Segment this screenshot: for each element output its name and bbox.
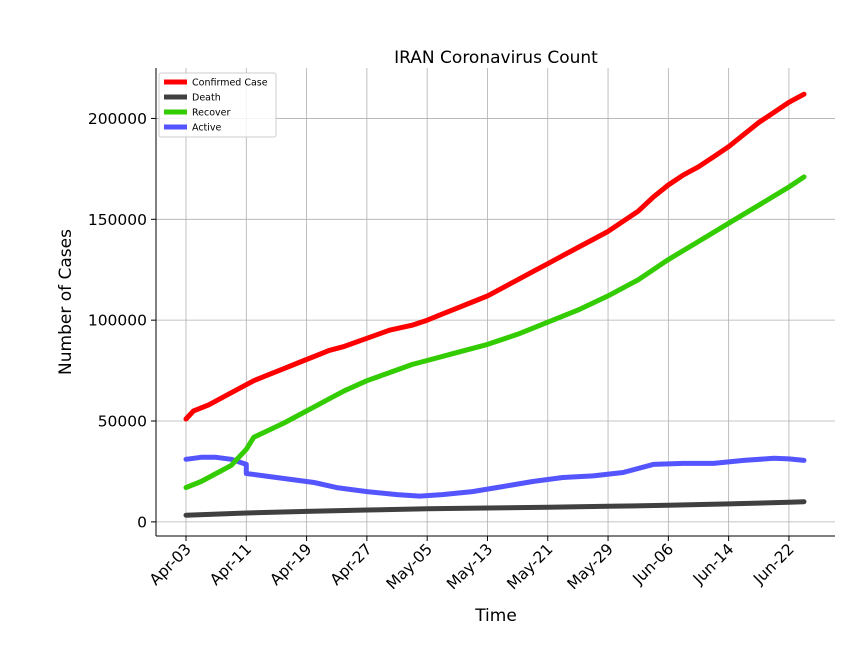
series-line-active [183, 454, 807, 499]
y-axis-label: Number of Cases [56, 229, 76, 375]
legend-box [158, 72, 277, 138]
axes [155, 68, 835, 537]
y-tick-label: 200000 [88, 110, 147, 128]
x-tick-label: Jun-14 [689, 540, 737, 588]
series-line-recover [183, 174, 807, 491]
x-tick-label: Apr-11 [206, 540, 255, 589]
legend-label: Death [192, 93, 221, 104]
series-layer [183, 91, 807, 518]
x-tick-label: Jun-22 [749, 540, 797, 588]
legend-label: Recover [192, 108, 231, 119]
y-ticks: 0 50000 100000 150000 200000 [88, 110, 156, 531]
x-tick-label: Apr-03 [146, 540, 195, 589]
y-tick-label: 50000 [98, 413, 147, 431]
chart-title: IRAN Coronavirus Count [394, 48, 598, 68]
grid-lines [156, 68, 835, 536]
x-tick-label: May-13 [443, 540, 496, 593]
y-tick-label: 150000 [88, 211, 147, 229]
series-line-confirmed-case [183, 91, 807, 422]
x-axis-label: Time [474, 606, 517, 626]
legend: Confirmed Case Death Recover Active [158, 72, 277, 138]
y-tick-label: 0 [137, 513, 147, 531]
legend-label: Confirmed Case [192, 78, 268, 89]
x-tick-label: Apr-27 [327, 540, 376, 589]
x-tick-label: May-05 [383, 540, 436, 593]
x-tick-label: Apr-19 [267, 540, 316, 589]
y-tick-label: 100000 [88, 312, 147, 330]
x-ticks: Apr-03 Apr-11 Apr-19 Apr-27 May-05 May-13 May-… [146, 536, 798, 593]
legend-label: Active [192, 123, 222, 134]
x-tick-label: May-21 [503, 540, 556, 593]
x-tick-label: Jun-06 [629, 540, 677, 588]
series-line-death [183, 499, 807, 518]
x-tick-label: May-29 [564, 540, 617, 593]
